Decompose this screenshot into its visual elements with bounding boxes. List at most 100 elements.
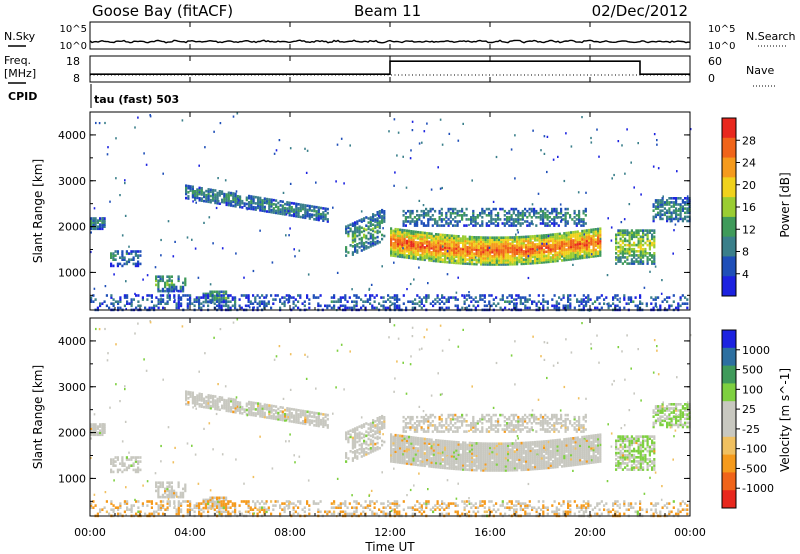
power-cell — [456, 306, 459, 310]
velocity-cell — [466, 454, 469, 457]
power-cell — [513, 240, 516, 243]
power-cell — [222, 298, 225, 302]
power-cell — [319, 304, 322, 308]
power-cell — [440, 218, 443, 221]
velocity-cell — [324, 423, 327, 427]
velocity-cell — [441, 447, 444, 451]
power-speckle — [167, 292, 170, 295]
power-cell — [576, 238, 579, 242]
velocity-cell — [417, 463, 420, 467]
power-cell — [555, 209, 558, 213]
power-cell — [378, 226, 381, 230]
velocity-cell — [261, 407, 264, 410]
power-cell — [642, 243, 645, 247]
power-cell — [447, 306, 450, 310]
power-cell — [447, 209, 450, 213]
power-cell — [686, 201, 689, 204]
power-cell — [524, 296, 527, 299]
velocity-cell — [200, 393, 203, 396]
power-cell — [277, 205, 280, 209]
power-cell — [455, 249, 458, 252]
velocity-cell — [205, 399, 208, 403]
velocity-cell — [110, 460, 113, 463]
velocity-cell — [222, 502, 225, 506]
velocity-cell — [455, 442, 458, 446]
velocity-cell — [360, 449, 363, 452]
power-cell — [288, 201, 291, 205]
power-cell — [628, 254, 631, 257]
power-cell — [452, 218, 455, 221]
velocity-cell — [423, 448, 426, 451]
power-cell — [312, 296, 315, 299]
power-cell — [414, 251, 417, 254]
velocity-cell — [399, 455, 402, 458]
power-cell — [462, 249, 465, 253]
power-cell — [517, 218, 520, 221]
power-cell — [646, 233, 649, 237]
power-cell — [536, 255, 539, 258]
power-cell — [159, 279, 162, 283]
power-cell — [304, 216, 307, 220]
power-speckle — [423, 130, 426, 133]
velocity-cell — [448, 442, 451, 445]
power-cell — [390, 235, 393, 239]
velocity-cell — [121, 456, 124, 459]
power-cell — [564, 224, 567, 227]
power-cell — [112, 298, 115, 301]
power-cell — [657, 203, 660, 206]
velocity-cell — [161, 481, 164, 484]
power-cell — [628, 243, 631, 247]
power-cell — [477, 250, 480, 254]
velocity-cell — [399, 457, 402, 460]
velocity-cell — [448, 467, 451, 470]
power-speckle — [381, 265, 383, 268]
power-cell — [549, 237, 552, 241]
power-cell — [630, 262, 633, 265]
power-speckle — [655, 306, 658, 309]
power-cell — [191, 193, 194, 197]
velocity-cell — [221, 406, 224, 410]
velocity-cell — [363, 439, 366, 443]
velocity-cell — [408, 437, 411, 441]
power-cell — [653, 229, 656, 232]
power-cell — [512, 224, 515, 227]
power-cell — [529, 241, 532, 244]
power-cell — [428, 244, 431, 248]
power-cell — [558, 238, 561, 242]
power-speckle — [527, 255, 530, 258]
power-cell — [182, 289, 185, 293]
power-cell — [670, 205, 673, 208]
power-cell — [449, 220, 452, 223]
power-cell — [668, 215, 671, 219]
power-cell — [403, 235, 406, 238]
velocity-cell — [437, 455, 440, 459]
power-cell — [670, 215, 673, 219]
power-cell — [216, 292, 219, 296]
power-cell — [637, 237, 640, 241]
power-speckle — [532, 129, 534, 132]
velocity-cell — [437, 464, 440, 467]
power-cell — [544, 300, 547, 303]
power-cell — [222, 304, 225, 308]
power-cell — [499, 298, 502, 301]
velocity-cell — [365, 446, 368, 450]
power-speckle — [547, 235, 550, 238]
power-cell — [502, 238, 505, 241]
power-cell — [419, 239, 422, 242]
power-cell — [668, 304, 671, 308]
power-cell — [410, 246, 413, 250]
power-cell — [446, 248, 449, 252]
velocity-cell — [372, 445, 375, 449]
power-cell — [268, 208, 271, 212]
velocity-cell — [405, 462, 408, 465]
velocity-cell — [408, 460, 411, 464]
power-cell — [202, 294, 205, 297]
power-cell — [607, 304, 610, 308]
power-cell — [168, 287, 171, 291]
power-cell — [491, 236, 494, 239]
power-cell — [392, 229, 395, 233]
velocity-cell — [351, 457, 354, 460]
velocity-cell — [263, 415, 266, 419]
velocity-cell — [185, 392, 188, 396]
power-cell — [453, 236, 456, 240]
